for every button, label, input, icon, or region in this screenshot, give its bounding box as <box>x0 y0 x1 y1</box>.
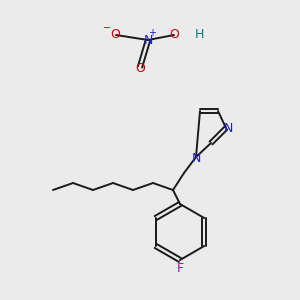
Text: O: O <box>135 62 145 76</box>
Text: H: H <box>194 28 204 41</box>
Text: O: O <box>169 28 179 41</box>
Text: −: − <box>103 23 111 33</box>
Text: +: + <box>148 28 156 38</box>
Text: N: N <box>143 34 153 46</box>
Text: N: N <box>223 122 233 134</box>
Text: N: N <box>191 152 201 164</box>
Text: F: F <box>176 262 184 275</box>
Text: O: O <box>110 28 120 41</box>
